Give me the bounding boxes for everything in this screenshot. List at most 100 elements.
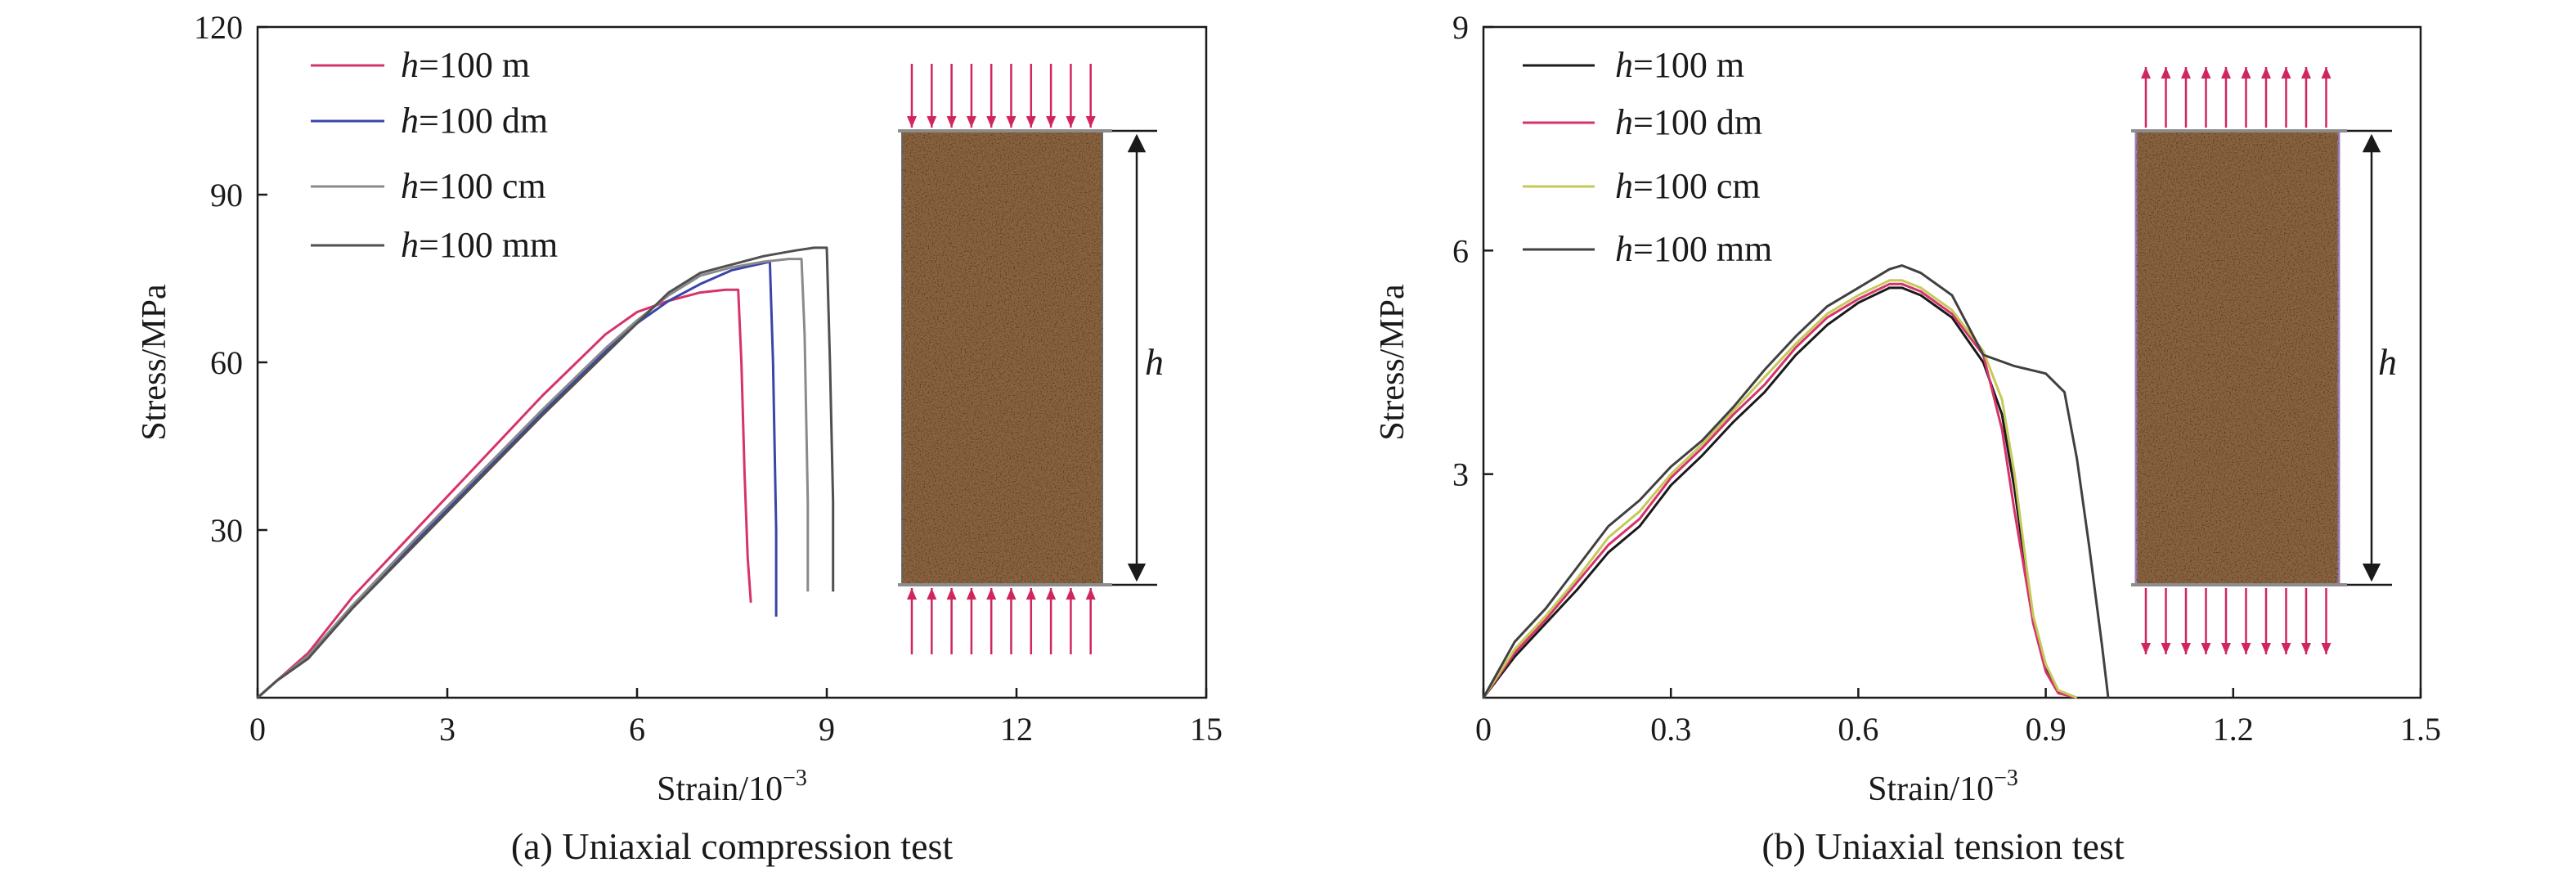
x-tick-label: 9 xyxy=(819,711,835,748)
load-arrow-head xyxy=(2181,67,2191,79)
load-arrow-head xyxy=(986,588,997,600)
load-arrow-head xyxy=(2221,643,2231,654)
x-axis-title: Strain/10−3 xyxy=(657,766,807,808)
y-axis-title: Stress/MPa xyxy=(1374,284,1411,441)
x-tick-label: 0.9 xyxy=(2026,711,2067,748)
load-arrow-head xyxy=(2201,643,2211,654)
load-arrow-head xyxy=(946,116,957,128)
x-axis-title: Strain/10−3 xyxy=(1868,766,2018,808)
legend-entry: h=100 cm xyxy=(1523,166,1761,206)
load-arrow-head xyxy=(2181,643,2191,654)
panel-compression: 0 3 6 9 12 15 30 60 90 120 h=100 m h=100 dm h=100… xyxy=(136,9,1223,867)
load-arrow-head xyxy=(1006,116,1016,128)
x-tick-label: 15 xyxy=(1190,711,1223,748)
y-tick-label: 30 xyxy=(210,512,243,549)
series-line xyxy=(1482,264,2110,699)
load-arrow-head xyxy=(2321,67,2331,79)
dimension-label: h xyxy=(1145,341,1164,383)
x-tick-label: 1.2 xyxy=(2213,711,2254,748)
legend-label: h=100 m xyxy=(401,45,530,85)
legend-entry: h=100 cm xyxy=(311,166,546,206)
series-line xyxy=(1482,279,2078,699)
load-arrow-head xyxy=(2161,67,2171,79)
load-arrow-head xyxy=(1046,116,1057,128)
series-line xyxy=(257,260,778,699)
y-tick-label: 6 xyxy=(1452,232,1469,269)
load-arrow-head xyxy=(966,588,976,600)
load-arrow-head xyxy=(1046,588,1057,600)
series-line xyxy=(257,258,810,699)
legend-label: h=100 m xyxy=(1615,45,1744,85)
legend: h=100 m h=100 dm h=100 cm h=100 mm xyxy=(311,45,558,265)
load-arrow-head xyxy=(1085,116,1096,128)
load-arrow-head xyxy=(946,588,957,600)
legend-label: h=100 mm xyxy=(1615,229,1772,269)
x-tick-label: 0 xyxy=(249,711,266,748)
load-arrow-head xyxy=(907,588,917,600)
load-arrow-head xyxy=(2261,643,2271,654)
load-arrow-head xyxy=(966,116,976,128)
load-arrow-head xyxy=(2261,67,2271,79)
x-tick-label: 6 xyxy=(629,711,645,748)
series-line xyxy=(1482,286,2078,699)
load-arrow-head xyxy=(2281,67,2291,79)
load-arrow-head xyxy=(986,116,997,128)
load-arrow-head xyxy=(1085,588,1096,600)
y-tick-label: 3 xyxy=(1452,456,1469,493)
load-arrow-head xyxy=(2221,67,2231,79)
load-arrow-head xyxy=(2241,643,2251,654)
load-arrow-head xyxy=(2141,67,2151,79)
plot-frame xyxy=(1482,25,2422,699)
load-arrow-head xyxy=(1025,588,1036,600)
load-arrow-head xyxy=(1066,116,1076,128)
load-arrow-head xyxy=(1006,588,1016,600)
panel-caption: (a) Uniaxial compression test xyxy=(511,825,954,867)
load-arrow-head xyxy=(2241,67,2251,79)
load-arrow-head xyxy=(2141,643,2151,654)
x-tick-label: 0.3 xyxy=(1650,711,1691,748)
specimen-texture xyxy=(902,131,1102,585)
specimen-compression: h xyxy=(898,64,1164,654)
series-group xyxy=(257,246,835,699)
y-tick-label: 90 xyxy=(210,177,243,213)
load-arrow-head xyxy=(2301,67,2311,79)
load-arrow-head xyxy=(907,116,917,128)
load-arrow-head xyxy=(1066,588,1076,600)
panel-caption: (b) Uniaxial tension test xyxy=(1761,825,2125,867)
series-line xyxy=(257,288,752,699)
panel-tension: 0 0.3 0.6 0.9 1.2 1.5 3 6 9 h=100 m h=100 dm h=1… xyxy=(1374,9,2441,867)
y-tick-label: 60 xyxy=(210,344,243,381)
load-arrow-head xyxy=(927,116,937,128)
load-arrows xyxy=(907,64,1096,654)
y-tick-label: 120 xyxy=(194,9,243,46)
series-line xyxy=(1482,282,2078,699)
legend-entry: h=100 m xyxy=(1523,45,1744,85)
dimension-label: h xyxy=(2378,341,2397,383)
specimen-tension: h xyxy=(2131,67,2397,654)
y-tick-label: 9 xyxy=(1452,9,1469,46)
x-tick-label: 0 xyxy=(1475,711,1492,748)
legend-entry: h=100 dm xyxy=(311,101,548,141)
legend: h=100 m h=100 dm h=100 cm h=100 mm xyxy=(1523,45,1772,269)
load-arrow-head xyxy=(1025,116,1036,128)
load-arrows xyxy=(2141,67,2331,654)
series-group xyxy=(1482,264,2110,699)
legend-label: h=100 mm xyxy=(401,225,558,265)
load-arrow-head xyxy=(927,588,937,600)
load-arrow-head xyxy=(2321,643,2331,654)
x-tick-label: 12 xyxy=(1000,711,1033,748)
legend-label: h=100 cm xyxy=(1615,166,1761,206)
x-tick-label: 3 xyxy=(439,711,456,748)
legend-label: h=100 dm xyxy=(1615,102,1762,142)
tick-group: 0 3 6 9 12 15 30 60 90 120 xyxy=(194,9,1223,748)
legend-entry: h=100 dm xyxy=(1523,102,1762,142)
legend-entry: h=100 m xyxy=(311,45,530,85)
load-arrow-head xyxy=(2301,643,2311,654)
series-line xyxy=(257,246,835,699)
legend-label: h=100 dm xyxy=(401,101,548,141)
load-arrow-head xyxy=(2161,643,2171,654)
legend-label: h=100 cm xyxy=(401,166,546,206)
tick-group: 0 0.3 0.6 0.9 1.2 1.5 3 6 9 xyxy=(1452,9,2441,748)
legend-entry: h=100 mm xyxy=(311,225,558,265)
